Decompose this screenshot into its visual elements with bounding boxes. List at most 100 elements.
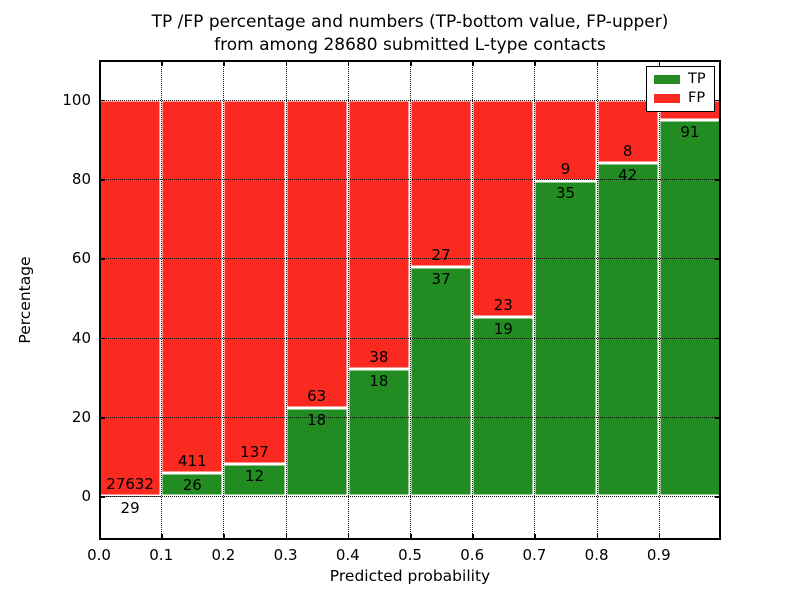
x-gridline <box>285 60 287 540</box>
y-tick <box>715 496 721 498</box>
bar-segment-tp <box>596 163 659 497</box>
fp-count-label: 27632 <box>106 474 154 493</box>
legend-label-tp: TP <box>688 71 706 87</box>
x-gridline <box>223 60 225 540</box>
x-tick <box>410 534 412 540</box>
bar-segment-tp <box>285 408 348 497</box>
bar-segment-fp <box>534 99 597 181</box>
tp-count-label: 18 <box>307 411 327 430</box>
x-tick <box>223 534 225 540</box>
bars-layer <box>99 60 721 540</box>
annotations-layer: 27632 29 411 26 137 12 63 18 38 18 27 37 23 19 9 35 8 42 9… <box>99 60 721 540</box>
x-tick-label: 0.0 <box>87 546 111 564</box>
x-tick <box>161 534 163 540</box>
x-axis-label: Predicted probability <box>329 567 491 585</box>
fp-swatch-icon <box>654 94 680 103</box>
y-gridline <box>99 258 721 260</box>
bar-segment-tp <box>161 472 224 497</box>
y-tick <box>715 417 721 419</box>
bar-segment-fp <box>99 99 162 496</box>
y-tick <box>715 337 721 340</box>
tp-count-label: 12 <box>244 467 265 486</box>
x-tick-label: 0.5 <box>398 546 422 564</box>
bar-segment-fp <box>223 99 286 465</box>
y-tick <box>99 496 105 498</box>
x-tick <box>223 60 225 66</box>
tp-count-label: 37 <box>431 270 451 289</box>
x-tick-label: 0.8 <box>584 546 609 564</box>
tp-count-label: 29 <box>120 498 140 517</box>
fp-count-label: 27 <box>431 246 451 265</box>
y-tick <box>99 99 105 102</box>
x-tick <box>99 60 101 66</box>
x-tick <box>534 534 536 540</box>
tp-count-label: 19 <box>493 320 513 339</box>
x-gridline <box>596 60 598 540</box>
x-tick <box>658 534 661 540</box>
bar-segment-fp <box>410 99 473 268</box>
y-gridline <box>99 496 721 498</box>
bar-segment-tp <box>410 267 473 497</box>
y-tick <box>715 99 721 102</box>
y-tick <box>715 179 721 181</box>
bar-segment-fp <box>347 99 410 369</box>
x-gridline <box>347 60 349 540</box>
bar-segment-tp <box>347 369 410 497</box>
x-gridline <box>161 60 163 540</box>
bar-segment-fp <box>161 99 224 473</box>
x-gridline <box>658 60 660 540</box>
fp-count-label: 411 <box>177 451 207 470</box>
grid-layer <box>99 60 721 540</box>
x-tick <box>596 60 599 66</box>
legend-item-tp: TP <box>654 72 707 87</box>
y-tick <box>715 258 721 260</box>
legend-item-fp: FP <box>654 91 707 106</box>
y-gridline <box>99 99 721 101</box>
y-gridline <box>99 417 721 419</box>
y-tick-label: 100 <box>62 90 91 109</box>
bar-segment-tp <box>223 464 286 497</box>
tp-count-label: 91 <box>680 123 700 142</box>
x-tick-label: 0.7 <box>522 546 547 564</box>
chart-title-line1: TP /FP percentage and numbers (TP-bottom… <box>151 12 669 32</box>
y-tick <box>99 417 105 419</box>
chart-title: TP /FP percentage and numbers (TP-bottom… <box>152 11 669 57</box>
x-tick <box>285 60 288 66</box>
fp-count-label: 8 <box>622 142 633 161</box>
fp-count-label: 63 <box>307 387 327 406</box>
bar-segment-tp <box>472 317 535 497</box>
tp-count-label: 26 <box>182 475 202 494</box>
plot-area: 27632 29 411 26 137 12 63 18 38 18 27 37 23 19 9 35 8 42 9… <box>99 60 721 540</box>
x-tick <box>410 60 412 66</box>
fp-count-label: 23 <box>493 296 513 315</box>
y-tick-label: 0 <box>81 487 91 506</box>
x-tick-label: 0.2 <box>211 546 236 564</box>
x-tick <box>161 60 163 66</box>
x-tick <box>347 534 350 540</box>
fp-count-label: 9 <box>560 159 571 178</box>
bar-segment-fp <box>285 99 348 409</box>
tp-count-label: 42 <box>618 166 638 185</box>
x-tick <box>658 60 661 66</box>
tp-count-label: 18 <box>369 372 389 391</box>
x-gridline <box>410 60 411 540</box>
bar-segment-tp <box>658 120 721 497</box>
x-tick-label: 0.1 <box>149 546 174 564</box>
x-gridline <box>472 60 474 540</box>
y-tick <box>99 258 105 260</box>
x-tick <box>99 534 101 540</box>
tp-swatch-icon <box>654 75 680 84</box>
y-gridline <box>99 179 721 180</box>
y-tick <box>99 179 105 181</box>
x-gridline <box>534 60 536 540</box>
x-tick-label: 0.3 <box>273 546 298 564</box>
y-gridline <box>99 337 721 339</box>
x-tick <box>472 534 474 540</box>
x-tick <box>472 60 474 66</box>
y-tick-label: 20 <box>71 408 91 427</box>
x-tick <box>596 534 599 540</box>
bar-segment-fp <box>472 99 535 318</box>
y-tick <box>99 337 105 340</box>
fp-count-label: 38 <box>369 348 389 367</box>
y-tick-label: 40 <box>71 328 91 347</box>
